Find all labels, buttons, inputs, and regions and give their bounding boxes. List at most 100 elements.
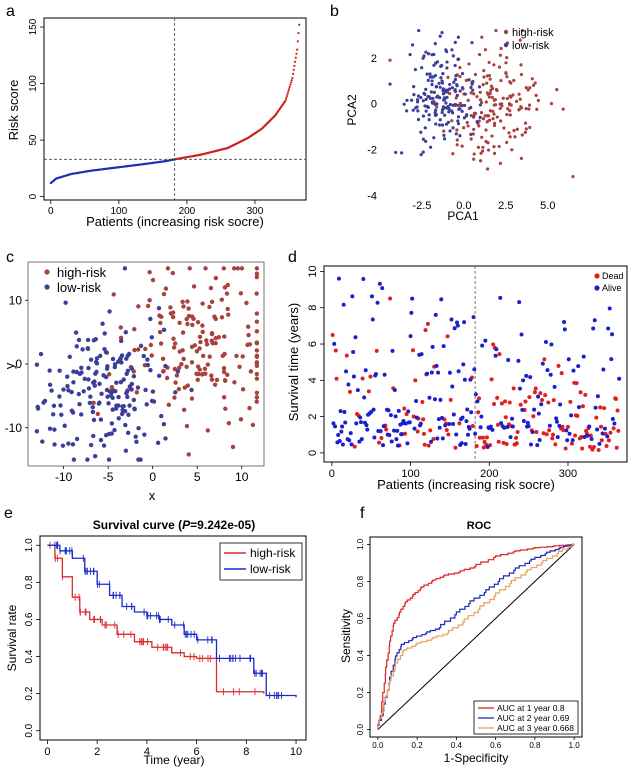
d-point-alive <box>418 421 423 426</box>
c-point <box>209 373 214 378</box>
c-point <box>109 421 115 426</box>
b-point <box>448 91 452 96</box>
b-point <box>466 124 470 128</box>
b-point <box>520 133 524 137</box>
c-point <box>161 291 167 297</box>
c-point <box>161 368 166 374</box>
c-point <box>163 286 169 291</box>
c-point <box>110 407 115 412</box>
c-point <box>120 407 125 413</box>
d-point-dead <box>477 396 482 401</box>
c-legend-high-marker <box>44 269 50 275</box>
c-point <box>209 338 214 343</box>
b-point <box>571 175 575 179</box>
c-point <box>86 365 91 371</box>
d-point-alive <box>388 413 393 418</box>
b-point <box>486 148 491 152</box>
c-point <box>216 334 222 340</box>
b-xtick-label-3: 5.0 <box>540 200 555 212</box>
f-ytick-label-3: 0.6 <box>356 612 365 624</box>
c-point <box>197 346 202 351</box>
b-point <box>454 74 458 78</box>
c-point <box>136 304 141 309</box>
b-legend: high-risk low-risk <box>503 27 554 52</box>
d-point-dead <box>596 447 601 452</box>
d-point-alive <box>505 424 510 429</box>
c-point <box>102 331 107 336</box>
d-point-alive <box>347 438 352 443</box>
b-point <box>453 77 458 82</box>
a-point <box>297 31 300 35</box>
d-point-alive <box>375 300 380 305</box>
e-ytick-label-1: 0.2 <box>24 686 35 700</box>
d-point-alive <box>447 370 452 375</box>
a-point <box>296 40 299 43</box>
c-point <box>214 377 220 383</box>
d-point-dead <box>613 397 618 402</box>
d-point-alive <box>358 420 363 425</box>
b-point <box>430 100 434 104</box>
b-point <box>478 103 483 107</box>
c-point <box>98 353 103 359</box>
panel-f: f ROC 0.0 0.2 0.4 0.6 0.8 1.0 0.0 0.2 0.4 0.6 0.8… <box>339 505 583 765</box>
d-point-dead <box>495 422 500 427</box>
d-point-dead <box>470 424 475 429</box>
c-point <box>170 270 176 276</box>
c-point <box>174 373 180 378</box>
c-point <box>246 332 251 338</box>
d-point-alive <box>571 368 576 373</box>
d-point-dead <box>384 427 389 432</box>
d-point-dead <box>556 363 561 368</box>
b-point <box>499 78 503 83</box>
d-point-dead <box>474 443 479 448</box>
c-point <box>88 357 94 362</box>
b-xtick-label-2: 2.5 <box>498 200 513 212</box>
d-point-dead <box>538 391 543 396</box>
d-point-alive <box>461 362 466 367</box>
c-point <box>212 382 218 387</box>
b-point <box>513 135 517 139</box>
d-point-dead <box>504 442 509 447</box>
d-point-alive <box>602 426 607 431</box>
d-point-alive <box>485 445 490 450</box>
c-xtick-label-1: -5 <box>103 470 114 484</box>
b-point <box>438 96 442 100</box>
b-point <box>519 72 524 77</box>
d-point-alive <box>382 372 387 377</box>
c-point <box>132 406 137 412</box>
d-point-alive <box>543 339 548 344</box>
c-yaxis: -10 0 10 <box>5 293 28 435</box>
d-point-dead <box>527 395 532 400</box>
b-point <box>527 103 532 107</box>
b-legend-high: high-risk <box>512 27 554 39</box>
b-point <box>416 109 420 113</box>
c-point <box>205 362 211 367</box>
a-xtick-label-0: 0 <box>48 206 54 217</box>
a-point <box>285 94 289 98</box>
e-ytick-label-2: 0.4 <box>24 649 35 663</box>
d-point-alive <box>399 432 404 437</box>
b-point <box>438 34 442 38</box>
c-point <box>86 377 91 382</box>
b-point <box>442 129 446 133</box>
b-point <box>499 119 503 123</box>
b-point <box>490 95 494 99</box>
f-curve-0 <box>377 543 575 730</box>
d-point-alive <box>440 436 445 441</box>
b-point <box>480 135 484 139</box>
c-point <box>222 378 228 383</box>
d-point-alive <box>363 368 368 373</box>
b-point <box>519 105 523 109</box>
a-plot-area <box>44 18 306 200</box>
b-point <box>479 151 483 155</box>
panel-d: d 0 100 200 300 0 2 4 6 8 10 Dead Alive Patients… <box>286 249 628 492</box>
d-point-dead <box>606 438 611 443</box>
b-point <box>457 107 461 111</box>
b-point <box>492 63 496 67</box>
b-point <box>456 35 460 39</box>
c-point <box>76 391 82 397</box>
c-point <box>189 360 195 365</box>
c-point <box>181 304 186 309</box>
c-point <box>71 380 76 385</box>
e-xtick-label-2: 4 <box>144 746 150 758</box>
